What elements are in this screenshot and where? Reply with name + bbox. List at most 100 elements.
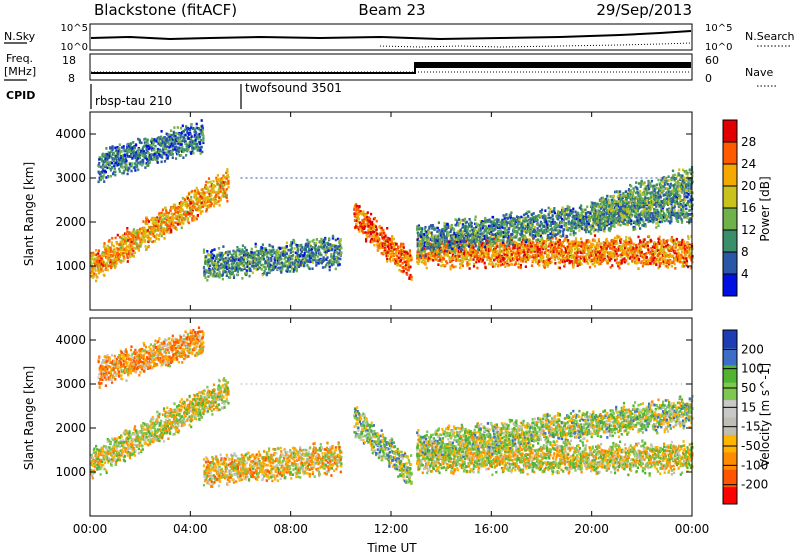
echo-cell bbox=[133, 255, 135, 258]
echo-cell bbox=[207, 254, 209, 257]
echo-cell bbox=[163, 221, 165, 224]
echo-cell bbox=[157, 157, 159, 160]
power-echo-layer bbox=[90, 119, 694, 282]
echo-cell bbox=[107, 176, 109, 179]
echo-cell bbox=[473, 265, 475, 268]
echo-cell bbox=[594, 265, 596, 268]
echo-cell bbox=[133, 228, 135, 231]
echo-cell bbox=[279, 247, 281, 250]
echo-cell bbox=[575, 239, 577, 242]
echo-cell bbox=[226, 194, 228, 197]
echo-cell bbox=[398, 269, 400, 272]
echo-cell bbox=[544, 266, 546, 269]
echo-cell bbox=[189, 212, 191, 215]
echo-cell bbox=[153, 148, 155, 151]
echo-cell bbox=[587, 262, 589, 265]
echo-cell bbox=[249, 275, 251, 278]
nsearch-label: N.Search bbox=[745, 30, 795, 43]
echo-cell bbox=[117, 248, 119, 251]
echo-cell bbox=[189, 129, 191, 132]
echo-cell bbox=[598, 238, 600, 241]
echo-cell bbox=[198, 192, 200, 195]
echo-cell bbox=[650, 240, 652, 243]
echo-cell bbox=[115, 149, 117, 152]
echo-cell bbox=[174, 204, 176, 207]
echo-cell bbox=[270, 260, 272, 263]
echo-cell bbox=[362, 232, 364, 235]
echo-cell bbox=[210, 181, 212, 184]
echo-cell bbox=[164, 160, 166, 163]
echo-cell bbox=[574, 248, 576, 251]
echo-cell bbox=[202, 137, 204, 140]
echo-cell bbox=[667, 266, 669, 269]
echo-cell bbox=[98, 162, 100, 165]
echo-cell bbox=[581, 263, 583, 266]
echo-cell bbox=[185, 154, 187, 157]
echo-cell bbox=[217, 174, 219, 177]
nsky-label: N.Sky bbox=[4, 30, 36, 43]
echo-cell bbox=[655, 264, 657, 267]
echo-cell bbox=[229, 253, 231, 256]
echo-cell bbox=[388, 250, 390, 253]
echo-cell bbox=[648, 235, 650, 238]
echo-cell bbox=[203, 266, 205, 269]
echo-cell bbox=[229, 267, 231, 270]
echo-cell bbox=[548, 254, 550, 257]
echo-cell bbox=[119, 256, 121, 259]
echo-cell bbox=[382, 229, 384, 232]
echo-cell bbox=[264, 270, 266, 273]
echo-cell bbox=[176, 132, 178, 135]
echo-cell bbox=[270, 257, 272, 260]
echo-cell bbox=[397, 264, 399, 267]
echo-cell bbox=[323, 256, 325, 259]
echo-cell bbox=[514, 247, 516, 250]
echo-cell bbox=[627, 254, 629, 257]
echo-cell bbox=[616, 242, 618, 245]
echo-cell bbox=[437, 263, 439, 266]
echo-cell bbox=[473, 263, 475, 266]
echo-cell bbox=[112, 145, 114, 148]
echo-cell bbox=[206, 208, 208, 211]
echo-cell bbox=[654, 257, 656, 260]
echo-cell bbox=[287, 249, 289, 252]
echo-cell bbox=[170, 209, 172, 212]
cpid-program-2: twofsound 3501 bbox=[245, 81, 342, 95]
echo-cell bbox=[201, 151, 203, 154]
echo-cell bbox=[163, 237, 165, 240]
echo-cell bbox=[400, 243, 402, 246]
echo-cell bbox=[251, 248, 253, 251]
echo-cell bbox=[132, 141, 134, 144]
nsearch-series bbox=[380, 43, 691, 47]
echo-cell bbox=[314, 257, 316, 260]
echo-cell bbox=[265, 267, 267, 270]
echo-cell bbox=[315, 242, 317, 245]
echo-cell bbox=[476, 267, 478, 270]
echo-cell bbox=[140, 142, 142, 145]
echo-cell bbox=[174, 142, 176, 145]
echo-cell bbox=[205, 181, 207, 184]
echo-cell bbox=[316, 238, 318, 241]
echo-cell bbox=[656, 245, 658, 248]
echo-cell bbox=[93, 254, 95, 257]
echo-cell bbox=[145, 245, 147, 248]
echo-cell bbox=[131, 162, 133, 165]
echo-cell bbox=[399, 256, 401, 259]
echo-cell bbox=[195, 132, 197, 135]
echo-cell bbox=[208, 177, 210, 180]
echo-cell bbox=[508, 252, 510, 255]
echo-cell bbox=[219, 273, 221, 276]
echo-cell bbox=[373, 244, 375, 247]
echo-cell bbox=[126, 227, 128, 230]
echo-cell bbox=[559, 267, 561, 270]
echo-cell bbox=[122, 260, 124, 263]
echo-cell bbox=[572, 266, 574, 269]
echo-cell bbox=[135, 144, 137, 147]
echo-cell bbox=[188, 222, 190, 225]
echo-cell bbox=[625, 236, 627, 239]
echo-cell bbox=[268, 268, 270, 271]
echo-cell bbox=[369, 218, 371, 221]
freq-label: Freq. bbox=[6, 52, 33, 65]
echo-cell bbox=[369, 220, 371, 223]
echo-cell bbox=[125, 160, 127, 163]
echo-cell bbox=[149, 161, 151, 164]
